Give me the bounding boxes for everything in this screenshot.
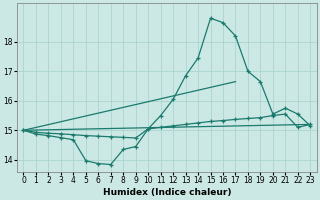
X-axis label: Humidex (Indice chaleur): Humidex (Indice chaleur): [103, 188, 231, 197]
